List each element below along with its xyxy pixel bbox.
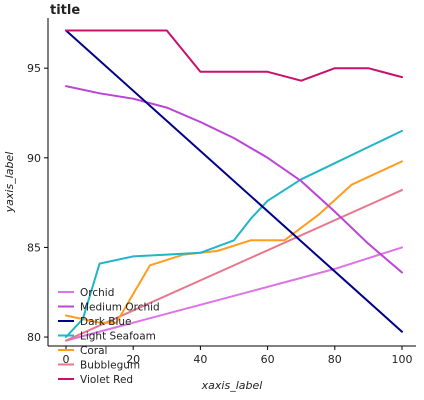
- chart-title: title: [50, 3, 80, 18]
- y-tick-label: 95: [27, 62, 41, 75]
- series-line-violet-red: [65, 29, 403, 82]
- series-layer: [65, 29, 403, 342]
- series-line-light-seafoam: [65, 129, 403, 338]
- axes: 80 85 90 95 0 20 40 60 80 100: [27, 18, 416, 366]
- legend-label-bubblegum: Bubblegum: [80, 360, 140, 372]
- series-line-orchid: [65, 246, 403, 342]
- legend-label-dark-blue: Dark Blue: [80, 316, 132, 328]
- y-tick-label: 80: [27, 331, 41, 344]
- x-tick-label: 80: [328, 353, 342, 366]
- x-ticks: 0 20 40 60 80 100: [63, 346, 413, 366]
- series-line-medium-orchid: [65, 85, 403, 274]
- x-tick-label: 40: [193, 353, 207, 366]
- series-line-dark-blue: [65, 29, 403, 333]
- y-ticks: 80 85 90 95: [27, 62, 48, 344]
- x-tick-label: 0: [63, 353, 70, 366]
- x-axis-title: xaxis_label: [201, 379, 263, 392]
- series-line-coral: [65, 160, 403, 324]
- legend-label-orchid: Orchid: [80, 287, 114, 299]
- x-tick-label: 60: [261, 353, 275, 366]
- legend-label-violet-red: Violet Red: [80, 374, 133, 386]
- y-tick-label: 90: [27, 152, 41, 165]
- legend: Orchid Medium Orchid Dark Blue Light Seafoa…: [58, 287, 160, 386]
- y-tick-label: 85: [27, 241, 41, 254]
- y-axis-title: yaxis_label: [3, 152, 16, 214]
- x-tick-label: 100: [392, 353, 413, 366]
- x-tick-label: 20: [126, 353, 140, 366]
- legend-label-medium-orchid: Medium Orchid: [80, 302, 160, 314]
- legend-label-light-seafoam: Light Seafoam: [80, 331, 156, 343]
- legend-label-coral: Coral: [80, 345, 107, 357]
- series-line-bubblegum: [65, 189, 403, 342]
